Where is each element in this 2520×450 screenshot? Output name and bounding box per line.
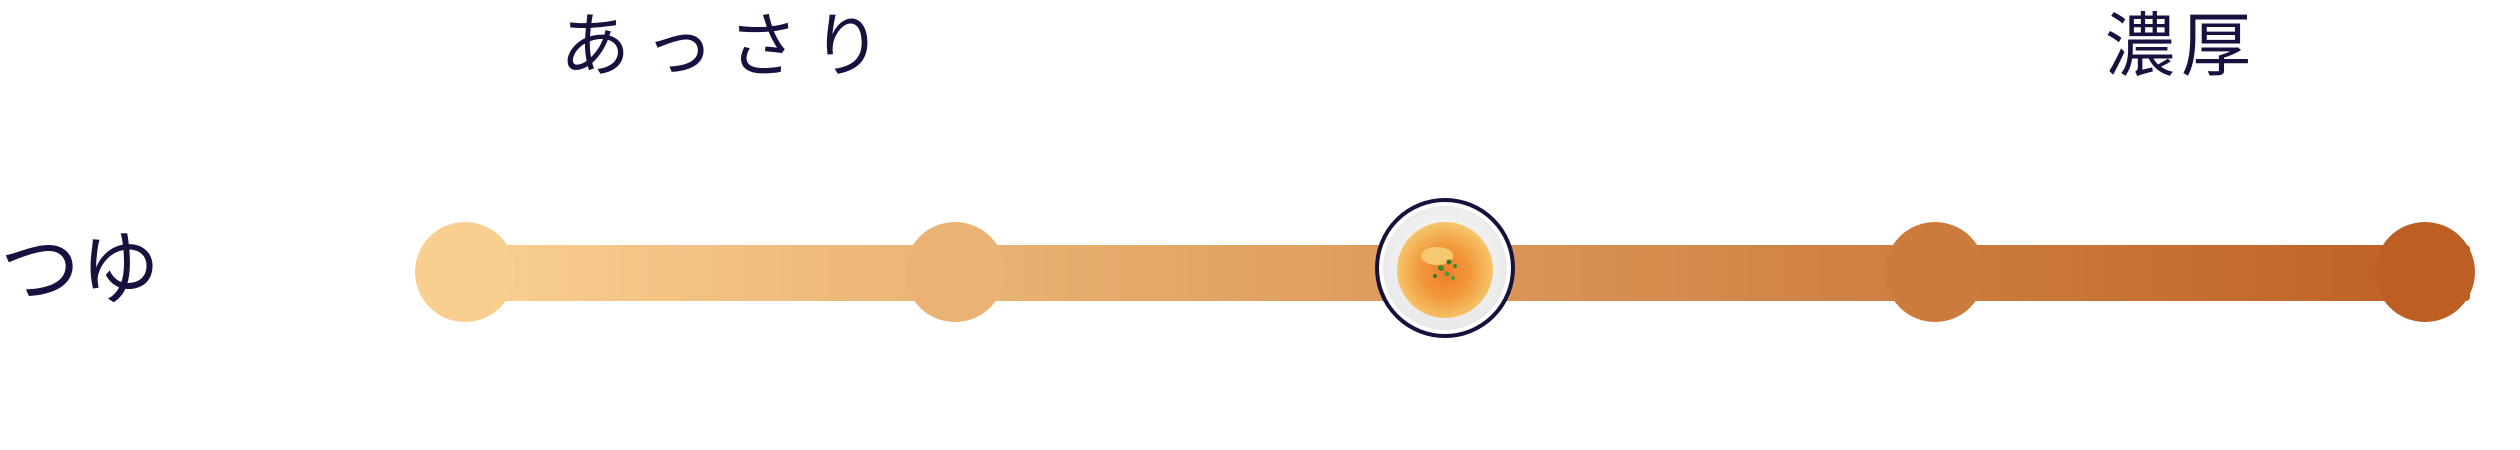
rich-flavor-label: 濃厚 — [2105, 5, 2257, 87]
slider-level-5[interactable] — [2375, 222, 2475, 322]
light-flavor-label: あっさり — [560, 5, 896, 87]
slider-level-4[interactable] — [1885, 222, 1985, 322]
slider-level-1[interactable] — [415, 222, 515, 322]
slider-level-2[interactable] — [905, 222, 1005, 322]
soup-row-label: つゆ — [0, 223, 160, 316]
soup-bowl-icon — [1383, 206, 1507, 330]
slider-level-3-selected[interactable] — [1375, 198, 1515, 338]
